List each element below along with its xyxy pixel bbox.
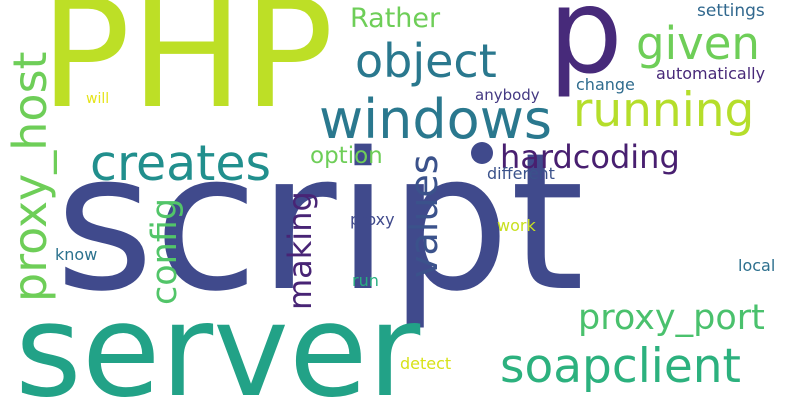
word-know: know <box>55 245 98 264</box>
word-config: config <box>145 197 185 305</box>
word-option: option <box>310 143 383 169</box>
word-windows: windows <box>319 88 553 151</box>
word-hardcoding: hardcoding <box>500 138 680 176</box>
word-proxy-host: proxy_host <box>3 51 57 302</box>
word-rather: Rather <box>350 3 441 34</box>
word-settings: settings <box>697 1 765 21</box>
word-work: work <box>497 216 536 235</box>
word-server: server <box>15 277 421 400</box>
word-automatically: automatically <box>656 64 766 83</box>
word-object: object <box>355 34 497 88</box>
word-p: p <box>548 0 623 100</box>
word-proxy: proxy <box>350 210 395 229</box>
word-soapclient: soapclient <box>500 339 741 394</box>
word-different: different <box>487 164 555 183</box>
word-running: running <box>573 83 755 138</box>
word-given: given <box>636 17 760 70</box>
word-script: script <box>55 112 585 333</box>
word-will: will <box>86 91 110 107</box>
word-making: making <box>281 191 319 310</box>
word-detect: detect <box>400 354 452 373</box>
dot-shape <box>471 142 493 164</box>
word-anybody: anybody <box>475 86 540 104</box>
word-local: local <box>738 256 776 275</box>
word-php: PHP <box>40 0 334 142</box>
word-creates: creates <box>90 135 272 192</box>
word-run: run <box>352 271 379 290</box>
word-change: change <box>576 75 635 94</box>
word-proxy-port: proxy_port <box>578 298 765 338</box>
word-values: values <box>402 154 446 278</box>
